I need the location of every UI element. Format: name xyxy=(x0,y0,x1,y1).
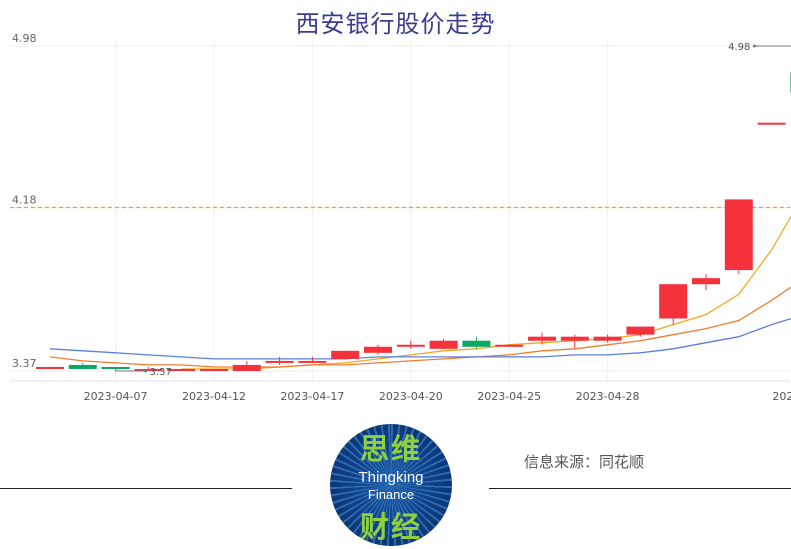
candles xyxy=(36,72,791,371)
moving-average-lines xyxy=(49,215,791,370)
candle-body xyxy=(429,340,458,349)
footer-divider-left xyxy=(0,488,292,489)
candle-body xyxy=(724,199,753,271)
axis-ticks: 4.98 4.18 3.37 2023-04-07 2023-04-12 2023-04-… xyxy=(12,32,791,403)
thinking-finance-logo: 思维 Thingking Finance 财经 xyxy=(330,424,452,546)
candle-body xyxy=(560,336,589,341)
y-tick-label: 4.18 xyxy=(12,193,37,206)
min-marker-label: 3.37 xyxy=(150,367,172,378)
candle-body xyxy=(692,278,720,285)
x-tick-label: 2023-04-25 xyxy=(477,390,541,403)
candle-body xyxy=(101,366,130,369)
x-tick-label: 2023-05-11 xyxy=(772,390,791,403)
candle-body xyxy=(396,344,425,347)
ma-line-ma20 xyxy=(49,317,791,360)
min-marker-dot xyxy=(144,369,148,373)
max-marker-dot xyxy=(752,44,756,48)
candle-body xyxy=(528,336,556,341)
ma-line-ma10 xyxy=(49,286,791,368)
x-tick-label: 2023-04-12 xyxy=(182,390,246,403)
candle-body xyxy=(232,364,261,371)
max-marker-label: 4.98 xyxy=(728,42,750,53)
chart-title: 西安银行股价走势 xyxy=(295,10,496,38)
candle-body xyxy=(659,284,688,319)
chart-grid xyxy=(10,40,790,382)
x-tick-label: 2023-04-20 xyxy=(379,390,443,403)
candle-body xyxy=(593,336,622,341)
y-tick-label: 4.98 xyxy=(12,32,37,45)
data-source: 信息来源：同花顺 xyxy=(524,453,645,471)
x-tick-label: 2023-04-28 xyxy=(576,390,640,403)
candle-body xyxy=(265,360,294,363)
candle-body xyxy=(200,368,228,371)
candlestick-chart: 4.98 4.18 3.37 2023-04-07 2023-04-12 2023-04-… xyxy=(10,32,791,403)
logo-rays xyxy=(330,424,452,546)
logo-en-line1: Thingking xyxy=(358,469,424,486)
candle-body xyxy=(626,326,655,335)
x-tick-label: 2023-04-17 xyxy=(280,390,344,403)
candle-body xyxy=(134,368,163,371)
footer-divider-right xyxy=(489,488,791,489)
candle-body xyxy=(364,346,392,353)
x-tick-label: 2023-04-07 xyxy=(84,390,148,403)
candle-body xyxy=(36,366,64,369)
logo-en-line2: Finance xyxy=(367,487,415,502)
ma-line-ma5 xyxy=(181,215,791,370)
candle-body xyxy=(68,364,97,369)
candle-body xyxy=(757,122,786,125)
candle-body xyxy=(495,344,524,347)
logo-cn-bottom: 财经 xyxy=(359,510,422,544)
candle-body xyxy=(167,368,196,371)
candle-body xyxy=(462,340,491,347)
logo-cn-top: 思维 xyxy=(359,432,422,466)
candle-body xyxy=(331,350,360,359)
y-tick-label: 3.37 xyxy=(12,357,37,370)
candle-body xyxy=(298,360,327,363)
